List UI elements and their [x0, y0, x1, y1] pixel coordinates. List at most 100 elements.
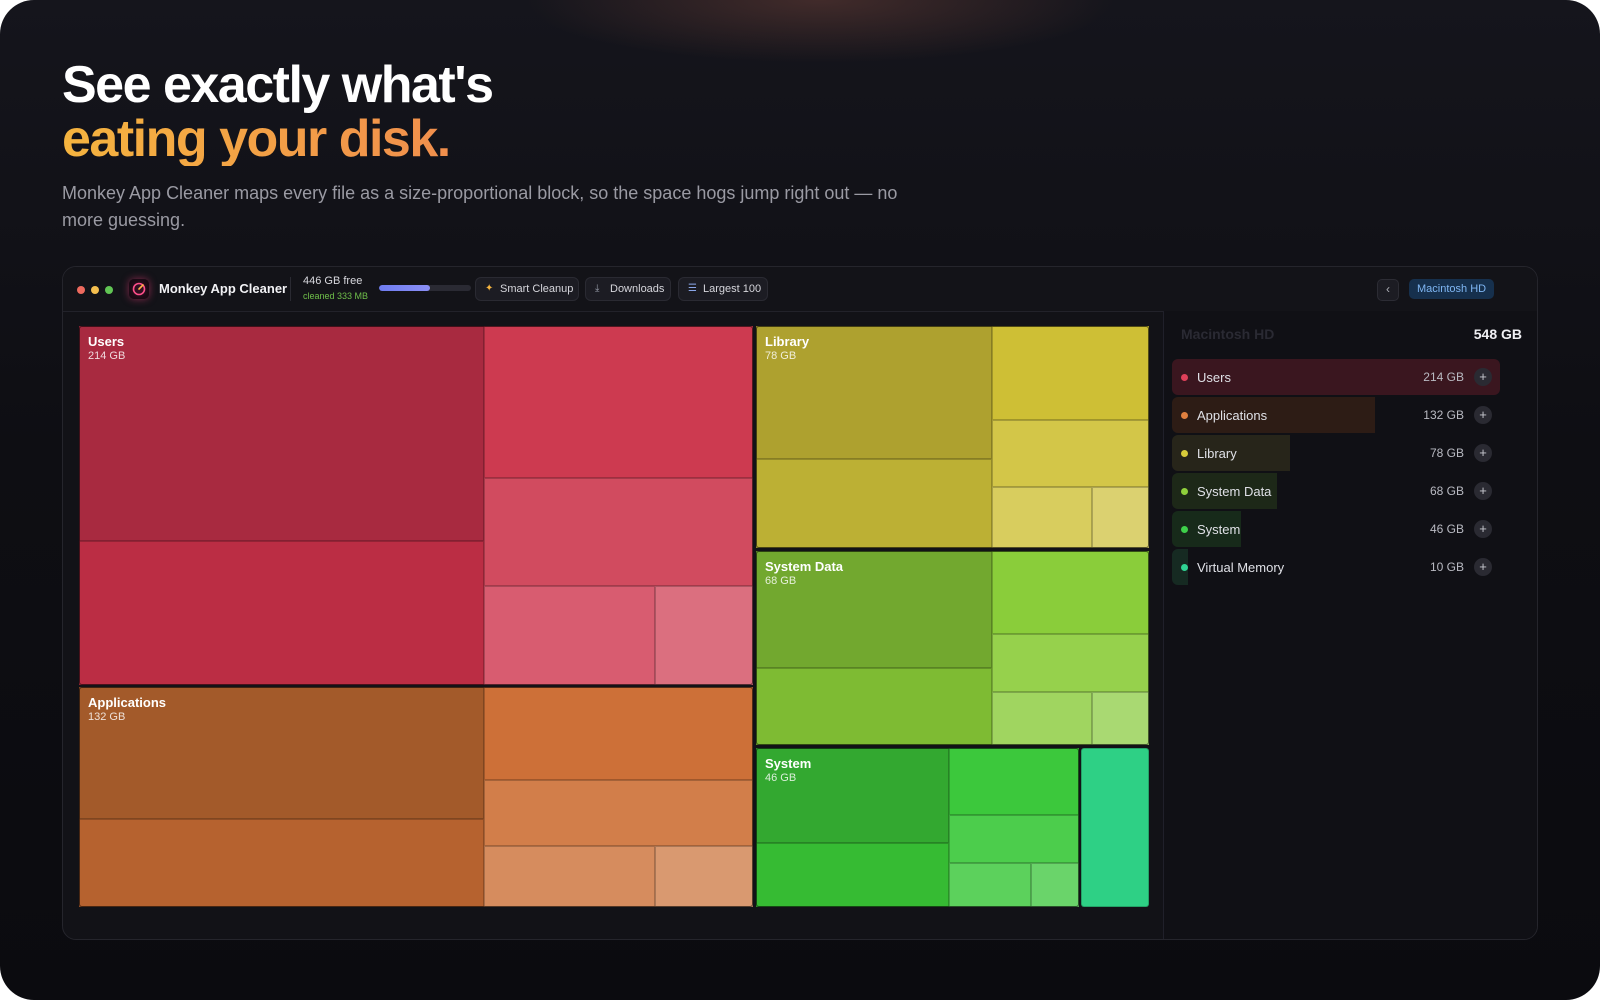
- free-space-label: 446 GB free: [303, 275, 363, 287]
- category-label: Users: [1197, 370, 1231, 385]
- hero-subtitle: Monkey App Cleaner maps every file as a …: [62, 183, 898, 230]
- category-size: 46 GB: [1429, 522, 1464, 536]
- minimize-window-button[interactable]: [91, 286, 99, 294]
- category-size-bar: [1172, 473, 1277, 509]
- category-size-bar: [1172, 397, 1375, 433]
- category-color-dot: [1181, 564, 1188, 571]
- category-label: Applications: [1197, 408, 1268, 423]
- category-row[interactable]: Virtual Memory 10 GB +: [1172, 549, 1500, 585]
- largest-100-button[interactable]: ☰ Largest 100: [678, 277, 768, 301]
- treemap-block[interactable]: [992, 420, 1149, 487]
- category-size-bar: [1172, 359, 1500, 395]
- treemap-block[interactable]: [992, 634, 1149, 692]
- disk-usage-bar: [379, 285, 471, 291]
- category-row[interactable]: Library 78 GB +: [1172, 435, 1500, 471]
- panel-title: Macintosh HD: [1181, 326, 1275, 342]
- group-size-system-data: 68 GB: [765, 575, 797, 587]
- treemap-block[interactable]: [949, 815, 1079, 863]
- category-row[interactable]: Applications 132 GB +: [1172, 397, 1500, 433]
- group-label-applications: Applications: [88, 695, 167, 710]
- hero-title: See exactly what's eating your disk.: [62, 56, 494, 166]
- category-size: 78 GB: [1429, 446, 1464, 460]
- treemap-block[interactable]: [79, 541, 484, 685]
- toolbar: Monkey App Cleaner 446 GB free cleaned 3…: [63, 267, 1537, 312]
- treemap-block[interactable]: [1031, 863, 1079, 907]
- expand-plus-icon[interactable]: +: [1474, 482, 1492, 500]
- treemap-block[interactable]: [756, 843, 949, 907]
- treemap-block[interactable]: [655, 846, 753, 907]
- close-window-button[interactable]: [77, 286, 85, 294]
- expand-plus-icon[interactable]: +: [1474, 368, 1492, 386]
- expand-plus-icon[interactable]: +: [1474, 520, 1492, 538]
- treemap-block[interactable]: [484, 687, 753, 780]
- download-icon: ⤓: [595, 283, 600, 294]
- treemap-block[interactable]: [484, 780, 753, 846]
- treemap-block[interactable]: [992, 326, 1149, 420]
- treemap-block[interactable]: [992, 487, 1092, 548]
- group-size-library: 78 GB: [765, 350, 797, 362]
- expand-plus-icon[interactable]: +: [1474, 406, 1492, 424]
- category-size: 68 GB: [1429, 484, 1464, 498]
- treemap-block[interactable]: [992, 551, 1149, 634]
- disk-treemap: Users 214 GB Applications 132 GB Library…: [79, 326, 1149, 907]
- hero-title-line2: eating your disk.: [62, 112, 493, 166]
- treemap-block-virtual-memory[interactable]: [1081, 748, 1149, 907]
- category-row[interactable]: System Data 68 GB +: [1172, 473, 1500, 509]
- category-color-dot: [1181, 412, 1188, 419]
- treemap-block[interactable]: [756, 668, 992, 745]
- smart-cleanup-button[interactable]: ✦ Smart Cleanup: [475, 277, 579, 301]
- treemap-block[interactable]: [79, 819, 484, 907]
- treemap-block[interactable]: [949, 748, 1079, 815]
- category-size: 214 GB: [1423, 370, 1464, 384]
- category-color-dot: [1181, 450, 1188, 457]
- category-panel: Macintosh HD 548 GB Users 214 GB + Applicat…: [1163, 311, 1537, 939]
- category-label: System: [1197, 522, 1241, 537]
- disk-usage-fill: [379, 285, 430, 291]
- category-row[interactable]: System 46 GB +: [1172, 511, 1500, 547]
- group-size-users: 214 GB: [88, 350, 126, 362]
- treemap-block[interactable]: [756, 459, 992, 548]
- group-label-system: System: [765, 756, 812, 771]
- treemap-block[interactable]: [992, 692, 1092, 745]
- toolbar-divider: [290, 277, 291, 301]
- volume-breadcrumb[interactable]: Macintosh HD: [1409, 279, 1495, 299]
- treemap-block[interactable]: [1092, 487, 1149, 548]
- sparkle-icon: ✦: [485, 283, 494, 294]
- group-size-applications: 132 GB: [88, 711, 126, 723]
- category-label: Virtual Memory: [1197, 560, 1285, 575]
- hero-title-line1: See exactly what's: [62, 56, 494, 114]
- downloads-label: Downloads: [610, 283, 665, 295]
- treemap-block[interactable]: [484, 326, 753, 478]
- app-name: Monkey App Cleaner: [159, 281, 288, 296]
- treemap-block[interactable]: [655, 586, 753, 685]
- treemap-block[interactable]: [484, 586, 655, 685]
- treemap-block[interactable]: [79, 326, 484, 541]
- smart-cleanup-label: Smart Cleanup: [500, 283, 574, 295]
- group-label-system-data: System Data: [765, 559, 844, 574]
- treemap-block[interactable]: [484, 478, 753, 586]
- treemap-block[interactable]: [1092, 692, 1149, 745]
- zoom-window-button[interactable]: [105, 286, 113, 294]
- category-row[interactable]: Users 214 GB +: [1172, 359, 1500, 395]
- category-color-dot: [1181, 488, 1188, 495]
- back-button[interactable]: ‹: [1377, 279, 1399, 301]
- treemap-block[interactable]: [79, 687, 484, 819]
- largest-100-label: Largest 100: [703, 283, 762, 295]
- category-size-bar: [1172, 549, 1188, 585]
- category-color-dot: [1181, 526, 1188, 533]
- expand-plus-icon[interactable]: +: [1474, 558, 1492, 576]
- treemap-block[interactable]: [484, 846, 655, 907]
- app-window: Monkey App Cleaner 446 GB free cleaned 3…: [62, 266, 1538, 940]
- group-label-users: Users: [88, 334, 125, 349]
- cleaned-amount-label: cleaned 333 MB: [303, 291, 369, 301]
- group-label-library: Library: [765, 334, 810, 349]
- category-size: 132 GB: [1423, 408, 1464, 422]
- category-size: 10 GB: [1429, 560, 1464, 574]
- downloads-button[interactable]: ⤓ Downloads: [585, 277, 671, 301]
- category-label: System Data: [1197, 484, 1272, 499]
- treemap-block[interactable]: [949, 863, 1031, 907]
- category-label: Library: [1197, 446, 1237, 461]
- app-logo-icon: [129, 279, 149, 299]
- expand-plus-icon[interactable]: +: [1474, 444, 1492, 462]
- treemap-block[interactable]: [756, 551, 992, 668]
